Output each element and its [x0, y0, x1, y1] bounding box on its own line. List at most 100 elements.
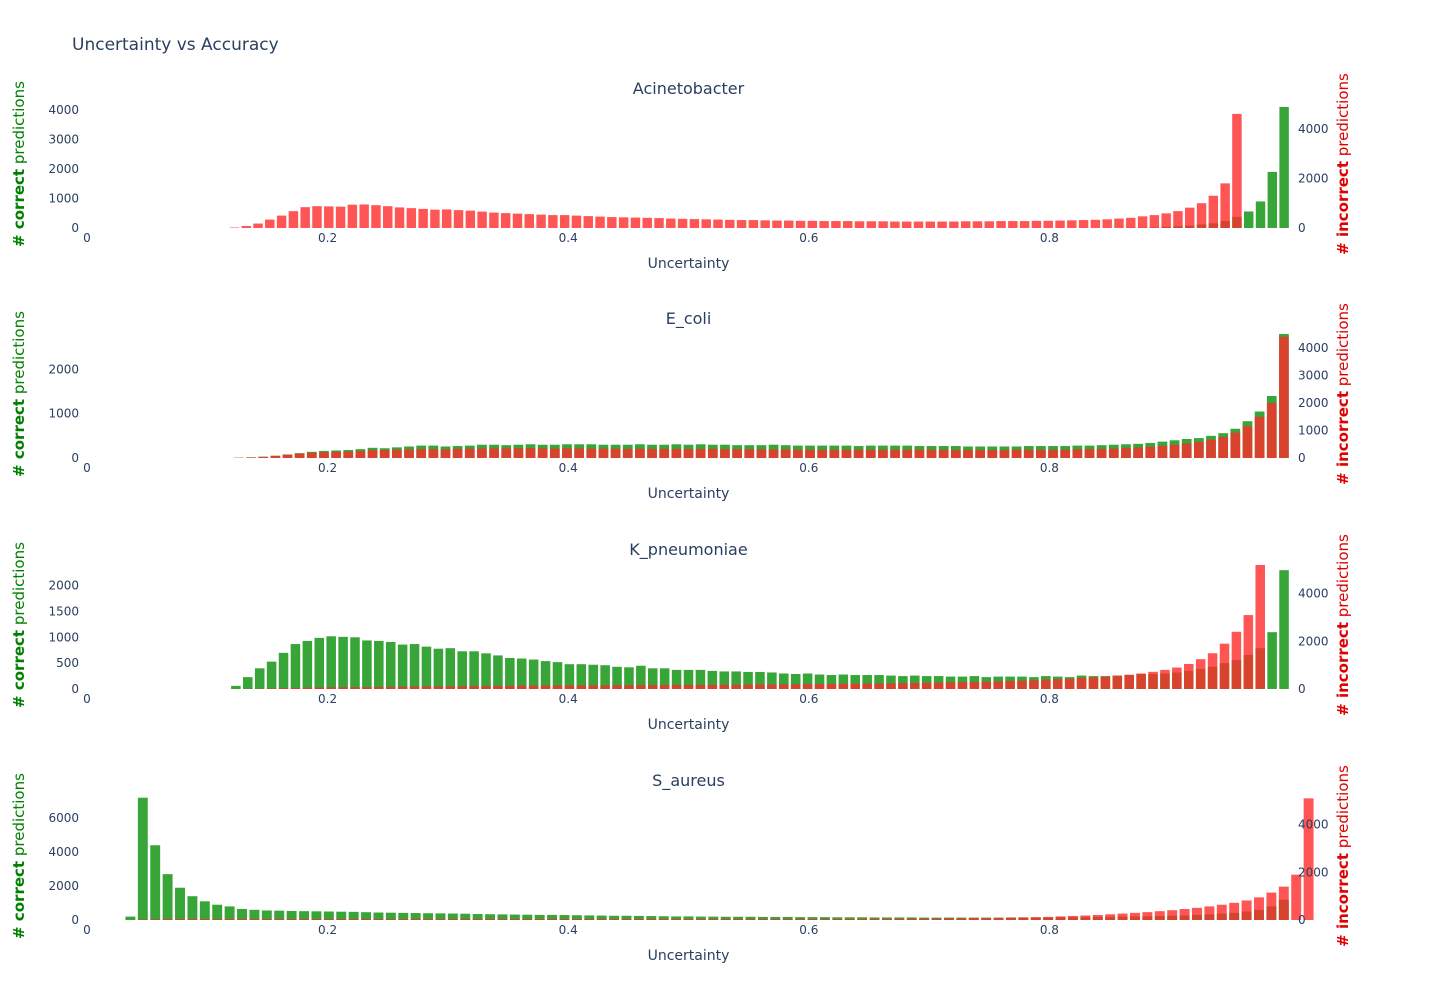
- y-left-tick-label: 0: [71, 451, 79, 465]
- subplot-title: S_aureus: [652, 771, 725, 791]
- y-left-axis-label: # correct predictions: [10, 542, 28, 708]
- bar-incorrect: [719, 684, 729, 689]
- bar-incorrect: [355, 451, 366, 458]
- series-incorrect: [234, 336, 1289, 458]
- subplot-acinetobacter: Acinetobacter 0 1000 2000 3000 4000 0 2000 4000 0…: [10, 73, 1352, 272]
- bar-correct: [624, 667, 634, 689]
- bar-correct: [374, 640, 384, 689]
- bar-incorrect: [829, 449, 840, 458]
- bar-incorrect: [784, 220, 794, 228]
- bar-incorrect: [1279, 336, 1289, 458]
- bar-incorrect: [767, 684, 777, 689]
- bar-incorrect: [1019, 221, 1030, 228]
- bar-incorrect: [246, 457, 256, 458]
- bar-incorrect: [564, 685, 575, 689]
- x-tick-label: 0.2: [318, 692, 337, 706]
- bar-incorrect: [841, 449, 852, 458]
- y-right-tick-label: 0: [1298, 913, 1306, 927]
- bar-incorrect: [571, 919, 582, 920]
- bar-incorrect: [477, 448, 487, 458]
- bar-correct: [1267, 632, 1277, 689]
- bar-incorrect: [1100, 676, 1111, 689]
- bar-incorrect: [430, 209, 440, 228]
- bar-incorrect: [574, 448, 584, 458]
- y-left-tick-label: 2000: [48, 579, 79, 593]
- bar-incorrect: [633, 919, 644, 920]
- bar-correct: [838, 674, 849, 689]
- y-left-tick-label: 1000: [48, 630, 79, 644]
- bar-incorrect: [654, 218, 664, 228]
- bar-incorrect: [1195, 659, 1206, 689]
- bar-correct: [720, 916, 731, 920]
- bar-incorrect: [757, 919, 768, 920]
- bar-incorrect: [410, 919, 421, 920]
- bar-correct: [743, 671, 753, 689]
- bar-correct: [782, 916, 793, 920]
- x-axis-label: Uncertainty: [648, 486, 730, 502]
- bar-correct: [826, 675, 837, 689]
- bar-incorrect: [586, 448, 597, 458]
- bar-incorrect: [1080, 915, 1091, 920]
- bar-incorrect: [552, 685, 563, 689]
- x-tick-label: 0.2: [318, 923, 337, 937]
- bar-incorrect: [1231, 631, 1242, 689]
- bar-incorrect: [265, 219, 275, 228]
- bar-incorrect: [212, 919, 223, 920]
- bar-correct: [933, 676, 944, 689]
- bar-incorrect: [299, 919, 309, 920]
- bar-incorrect: [1219, 643, 1230, 689]
- bar-incorrect: [442, 209, 452, 228]
- bar-correct: [485, 914, 496, 920]
- bar-incorrect: [1154, 911, 1165, 920]
- bar-incorrect: [956, 918, 967, 920]
- bar-incorrect: [622, 448, 633, 458]
- bar-correct: [757, 916, 768, 920]
- bar-correct: [807, 917, 818, 920]
- bar-incorrect: [1090, 219, 1101, 228]
- bar-incorrect: [636, 685, 646, 689]
- bar-correct: [175, 887, 185, 920]
- bar-incorrect: [671, 684, 682, 689]
- bar-incorrect: [1194, 442, 1204, 458]
- bar-incorrect: [933, 682, 944, 689]
- bar-incorrect: [1008, 221, 1018, 228]
- bar-incorrect: [701, 219, 711, 228]
- bar-incorrect: [695, 684, 706, 689]
- x-tick-label: 0.8: [1040, 692, 1059, 706]
- bar-incorrect: [996, 221, 1006, 228]
- subplot-title: E_coli: [666, 309, 712, 329]
- y-right-tick-label: 4000: [1298, 122, 1329, 136]
- bar-correct: [621, 915, 632, 920]
- y-left-tick-label: 3000: [48, 132, 79, 146]
- bar-incorrect: [658, 919, 669, 920]
- y-right-tick-label: 1000: [1298, 423, 1329, 437]
- bar-incorrect: [1114, 218, 1124, 228]
- bar-incorrect: [607, 217, 617, 228]
- bar-correct: [286, 911, 297, 920]
- bar-incorrect: [779, 684, 789, 689]
- bar-incorrect: [782, 919, 793, 920]
- y-right-axis-label: # incorrect predictions: [1334, 73, 1352, 255]
- bar-incorrect: [720, 449, 730, 458]
- bar-correct: [790, 674, 801, 689]
- bar-incorrect: [963, 450, 973, 458]
- bar-correct: [460, 913, 471, 920]
- bar-correct: [571, 915, 582, 920]
- bar-incorrect: [266, 688, 277, 689]
- bar-incorrect: [323, 919, 334, 920]
- bar-incorrect: [878, 221, 888, 228]
- bar-correct: [362, 640, 372, 689]
- bar-incorrect: [435, 919, 446, 920]
- bar-correct: [409, 644, 420, 689]
- y-right-tick-label: 4000: [1298, 341, 1329, 355]
- bar-incorrect: [549, 448, 560, 458]
- bar-correct: [338, 636, 348, 689]
- bar-incorrect: [392, 449, 402, 458]
- bar-correct: [921, 676, 932, 689]
- bar-correct: [522, 914, 533, 920]
- bar-correct: [671, 916, 682, 920]
- bar-incorrect: [624, 685, 634, 689]
- bar-incorrect: [659, 684, 670, 689]
- bar-incorrect: [1149, 215, 1160, 228]
- bar-incorrect: [1145, 446, 1156, 458]
